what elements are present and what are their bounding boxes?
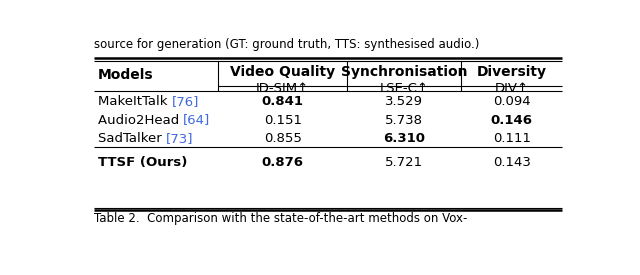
Text: 0.146: 0.146: [491, 114, 532, 126]
Text: DIV↑: DIV↑: [495, 82, 529, 95]
Text: 0.094: 0.094: [493, 95, 531, 108]
Text: Table 2.  Comparison with the state-of-the-art methods on Vox-: Table 2. Comparison with the state-of-th…: [94, 212, 467, 226]
Text: Synchronisation: Synchronisation: [341, 65, 468, 79]
Text: 0.111: 0.111: [493, 132, 531, 145]
Text: Models: Models: [98, 68, 154, 82]
Text: 0.143: 0.143: [493, 156, 531, 169]
Text: 0.841: 0.841: [262, 95, 303, 108]
Text: [73]: [73]: [166, 132, 193, 145]
Text: TTSF (Ours): TTSF (Ours): [98, 156, 187, 169]
Text: 0.151: 0.151: [264, 114, 301, 126]
Text: 3.529: 3.529: [385, 95, 423, 108]
Text: Video Quality: Video Quality: [230, 65, 335, 79]
Text: 5.738: 5.738: [385, 114, 423, 126]
Text: 0.855: 0.855: [264, 132, 301, 145]
Text: 6.310: 6.310: [383, 132, 426, 145]
Text: MakeItTalk: MakeItTalk: [98, 95, 172, 108]
Text: [76]: [76]: [172, 95, 199, 108]
Text: 0.876: 0.876: [262, 156, 303, 169]
Text: [64]: [64]: [183, 114, 211, 126]
Text: 5.721: 5.721: [385, 156, 424, 169]
Text: Diversity: Diversity: [477, 65, 547, 79]
Text: LSE-C↑: LSE-C↑: [380, 82, 429, 95]
Text: Audio2Head: Audio2Head: [98, 114, 183, 126]
Text: SadTalker: SadTalker: [98, 132, 166, 145]
Text: ID-SIM↑: ID-SIM↑: [256, 82, 309, 95]
Text: source for generation (GT: ground truth, TTS: synthesised audio.): source for generation (GT: ground truth,…: [94, 38, 479, 51]
